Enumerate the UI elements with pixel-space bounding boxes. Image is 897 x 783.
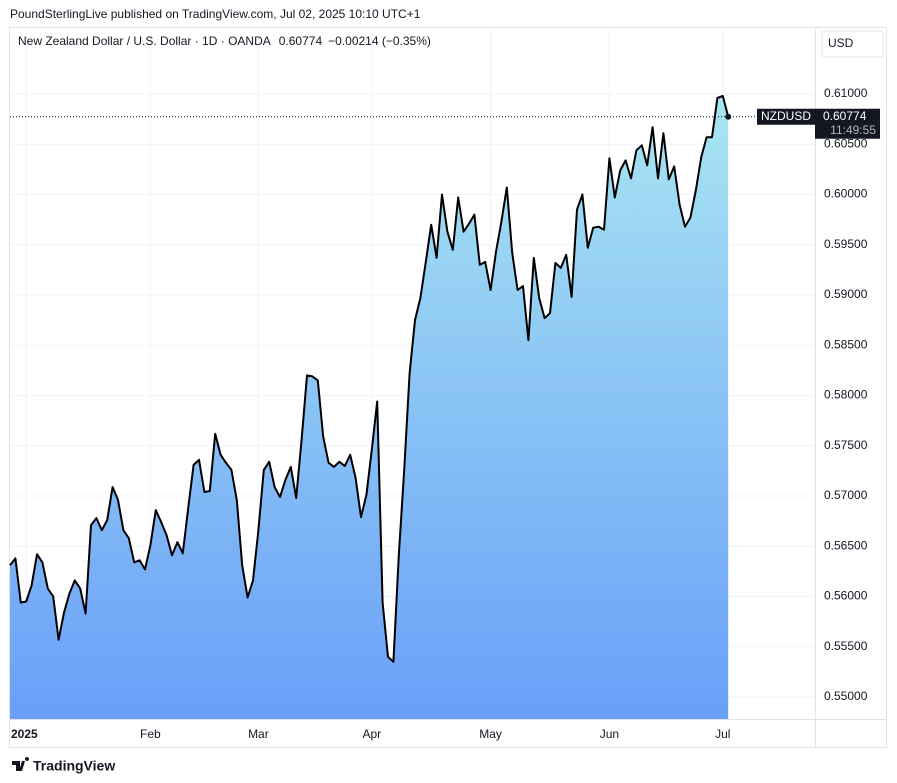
y-tick-label: 0.61000: [824, 86, 868, 100]
currency-button[interactable]: [821, 30, 884, 58]
area-fill: [10, 96, 729, 719]
legend-last: 0.60774: [279, 34, 323, 48]
x-tick-label: Jul: [715, 727, 730, 741]
y-tick-label: 0.58000: [824, 388, 868, 402]
x-tick-label: May: [479, 727, 502, 741]
currency[interactable]: USD: [828, 36, 854, 50]
y-tick-label: 0.60000: [824, 187, 868, 201]
price-tag-countdown: 11:49:55: [830, 123, 876, 137]
y-tick-label: 0.59000: [824, 287, 868, 301]
y-tick-label: 0.59500: [824, 237, 868, 251]
y-tick-label: 0.55500: [824, 639, 868, 653]
x-tick-label: Jun: [600, 727, 619, 741]
y-tick-label: 0.56500: [824, 538, 868, 552]
x-tick-label: Mar: [248, 727, 269, 741]
y-tick-label: 0.60500: [824, 136, 868, 150]
last-point: [725, 113, 732, 120]
price-tag-last: 0.60774: [823, 109, 867, 123]
footer-logo: [12, 757, 30, 771]
legend-change: −0.00214 (−0.35%): [328, 34, 431, 48]
y-tick-label: 0.58500: [824, 337, 868, 351]
y-tick-label: 0.57000: [824, 488, 868, 502]
header: PoundSterlingLive published on TradingVi…: [10, 7, 421, 21]
y-tick-label: 0.56000: [824, 589, 868, 603]
y-tick-label: 0.57500: [824, 438, 868, 452]
frame: [9, 27, 887, 748]
y-tick-label: 0.55000: [824, 689, 868, 703]
x-tick-label: 2025: [11, 727, 38, 741]
x-tick-label: Apr: [362, 727, 381, 741]
x-tick-label: Feb: [140, 727, 161, 741]
symbol-tag: [757, 108, 815, 125]
price-tag: [815, 108, 880, 139]
footer: TradingView: [33, 758, 115, 774]
legend-title: New Zealand Dollar / U.S. Dollar · 1D · …: [18, 34, 271, 48]
price-line: [9, 95, 730, 663]
symbol-label: NZDUSD: [761, 109, 811, 123]
